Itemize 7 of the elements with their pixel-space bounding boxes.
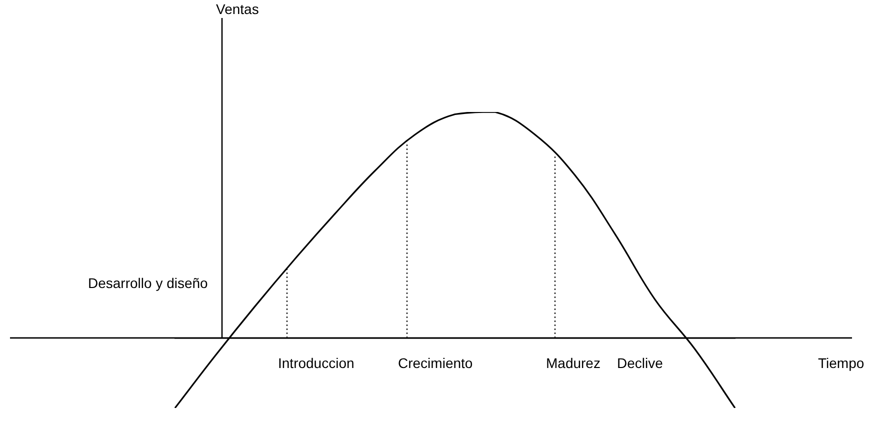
annotation: Crecimiento — [398, 354, 473, 371]
annotation: Madurez — [546, 354, 600, 371]
text: Tiempo — [818, 354, 864, 371]
annotation: Introduccion — [278, 354, 354, 371]
annotation: Desarrollo y diseño — [88, 274, 208, 291]
text: Ventas — [216, 1, 259, 17]
annotation: Declive — [617, 354, 664, 371]
